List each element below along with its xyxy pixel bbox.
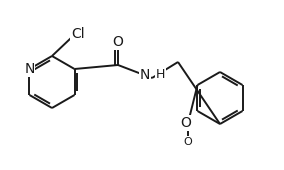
Text: Cl: Cl (71, 27, 85, 41)
Text: N: N (140, 68, 150, 82)
Text: O: O (184, 137, 192, 147)
Text: O: O (112, 35, 124, 49)
Text: H: H (156, 69, 165, 81)
Text: N: N (24, 62, 35, 76)
Text: O: O (181, 116, 191, 130)
